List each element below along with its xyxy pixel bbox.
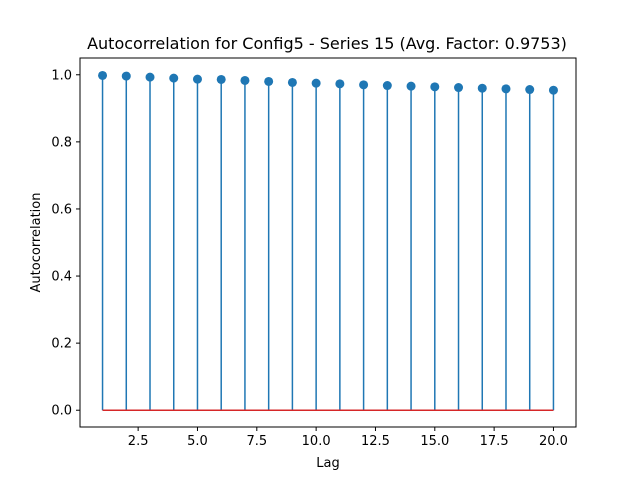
data-point [335,79,345,89]
y-tick-label: 1.0 [51,68,72,83]
data-point [406,81,416,91]
x-axis: 2.5 5.0 7.5 10.0 12.5 15.0 17.5 20.0 [128,427,568,449]
data-point [311,78,321,88]
x-tick-label: 5.0 [187,434,208,449]
data-point [264,76,274,86]
data-point [169,73,179,83]
y-tick-label: 0.4 [51,270,72,285]
y-tick-label: 0.0 [51,404,72,419]
data-point [192,74,202,84]
plot-area [98,70,558,411]
data-point [525,85,535,95]
data-point [548,85,558,95]
x-tick-label: 20.0 [539,434,568,449]
data-point [501,84,511,94]
y-tick-label: 0.2 [51,337,72,352]
data-point [382,81,392,91]
x-tick-label: 10.0 [302,434,331,449]
data-point [145,72,155,82]
data-point [430,82,440,92]
data-point [477,83,487,93]
y-axis-label: Autocorrelation [29,193,44,293]
data-point [240,75,250,85]
x-axis-label: Lag [316,456,339,471]
y-tick-label: 0.8 [51,135,72,150]
data-point [216,74,226,84]
data-point [98,70,108,80]
x-tick-label: 2.5 [128,434,149,449]
data-point [121,71,131,81]
data-point [454,83,464,93]
x-tick-label: 15.0 [420,434,449,449]
x-tick-label: 17.5 [480,434,509,449]
y-axis: 0.0 0.2 0.4 0.6 0.8 1.0 [51,68,80,419]
x-tick-label: 12.5 [361,434,390,449]
chart-title: Autocorrelation for Config5 - Series 15 … [87,34,567,53]
y-tick-label: 0.6 [51,202,72,217]
data-point [287,77,297,87]
data-point [359,80,369,90]
x-tick-label: 7.5 [246,434,267,449]
plot-frame [79,57,577,428]
